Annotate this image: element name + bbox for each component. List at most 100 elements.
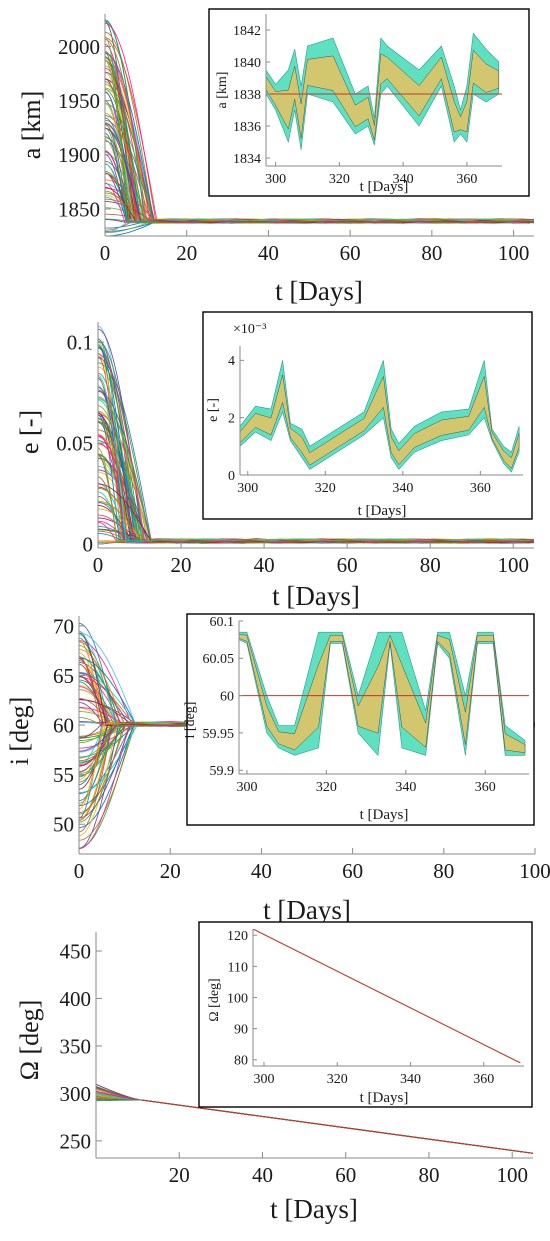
panel-e-inset-band: [240, 360, 523, 475]
panel-omega-trajectory: [96, 1099, 533, 1154]
panel-omega-x-tick-label: 40: [252, 1163, 273, 1187]
panel-i-x-label: t [Days]: [263, 895, 351, 925]
panel-omega-y-tick-label: 300: [60, 1082, 92, 1106]
panel-i-y-tick-label: 65: [53, 664, 74, 688]
panel-i-x-tick-label: 40: [251, 859, 272, 883]
panel-i-inset-x-label: t [Days]: [360, 807, 409, 823]
panel-omega-inset: 300 320 340 360 80 90 100 110 120 t [Days] Ω [de…: [198, 921, 533, 1108]
panel-e-inset-y-tick-label: 4: [228, 354, 235, 369]
panel-e-inset-envelope-core: [240, 374, 520, 469]
panel-i-x-tick-label: 80: [433, 859, 454, 883]
panel-e-y-label: e [-]: [15, 410, 44, 454]
panel-omega-x-label: t [Days]: [270, 1194, 358, 1224]
panel-e-inset-scale-label: ×10⁻³: [233, 322, 266, 337]
panel-a-x-tick-label: 40: [258, 241, 279, 265]
panel-a-inset-y-tick-label: 1838: [233, 88, 261, 103]
panel-omega-trajectory: [96, 1098, 533, 1154]
panel-i-x-tick-label: 0: [74, 859, 85, 883]
panel-i-ticks: 0 20 40 60 80 100 50 55 60 65 70: [53, 614, 550, 883]
panel-omega-inset-x-label: t [Days]: [360, 1090, 409, 1106]
panel-e-y-tick-label: 0.1: [67, 331, 93, 355]
panel-i-inset-x-tick-label: 340: [395, 780, 416, 795]
panel-omega-inset-line: [253, 929, 521, 1064]
panel-omega-x-tick-label: 100: [496, 1163, 528, 1187]
panel-i-inset-y-tick-label: 60: [220, 690, 234, 705]
panel-a-y-tick-label: 1850: [58, 197, 100, 221]
panel-e-y-tick-label: 0.05: [56, 431, 93, 455]
panel-raan: 20 40 60 80 100 250 300 350 400 450 t [Days] Ω [d…: [15, 921, 533, 1224]
panel-e-inset-x-tick-label: 320: [315, 481, 336, 496]
panel-a-x-tick-label: 80: [421, 241, 442, 265]
panel-omega-ticks: 20 40 60 80 100 250 300 350 400 450: [60, 939, 528, 1187]
panel-a-y-tick-label: 1900: [58, 143, 100, 167]
panel-a-y-tick-label: 1950: [58, 89, 100, 113]
panel-e-inset-x-tick-label: 360: [470, 481, 491, 496]
panel-i-inset-band: [239, 631, 529, 757]
panel-a-inset-ticks: 300 320 340 360 1834 1836 1838 1840 1842: [233, 24, 477, 187]
panel-e-x-tick-label: 60: [337, 553, 358, 577]
panel-e-inset-ticks: 300 320 340 360 0 2 4: [228, 354, 491, 496]
panel-i-x-tick-label: 20: [160, 859, 181, 883]
panel-e-inset: 300 320 340 360 0 2 4 ×10⁻³ t [Days] e [-]: [202, 311, 533, 520]
panel-i-y-label: i [deg]: [5, 697, 34, 766]
panel-omega-inset-trend-line: [253, 929, 521, 1064]
panel-omega-trajectory: [96, 1099, 533, 1154]
panel-a-x-tick-label: 60: [340, 241, 361, 265]
panel-omega-y-label: Ω [deg]: [15, 1000, 44, 1081]
panel-omega-trajectory: [96, 1090, 533, 1154]
panel-e-y-tick-label: 0: [83, 532, 94, 556]
panel-i-x-tick-label: 60: [342, 859, 363, 883]
panel-e-inset-x-tick-label: 300: [237, 481, 258, 496]
panel-a-ticks: 0 20 40 60 80 100 1850 1900 1950 2000: [58, 35, 529, 265]
panel-omega-inset-frame: [198, 921, 533, 1108]
panel-e-inset-envelope-outer: [240, 360, 520, 473]
panel-e-x-tick-label: 20: [171, 553, 192, 577]
panel-omega-inset-ticks: 300 320 340 360 80 90 100 110 120: [227, 929, 494, 1087]
panel-omega-inset-y-tick-label: 120: [227, 929, 248, 944]
panel-i-inset: 300 320 340 360 59.9 59.95 60 60.05 60.1 t [Days…: [183, 613, 535, 826]
panel-i-y-tick-label: 70: [53, 614, 74, 638]
panel-semi-major-axis: 0 20 40 60 80 100 1850 1900 1950 2000 t [Days] a …: [17, 8, 534, 306]
panel-a-inset-x-label: t [Days]: [360, 179, 409, 195]
panel-i-x-tick-label: 100: [519, 859, 550, 883]
panel-e-inset-x-label: t [Days]: [358, 503, 407, 519]
panel-omega-inset-x-tick-label: 300: [253, 1072, 274, 1087]
panel-omega-inset-y-tick-label: 100: [227, 991, 248, 1006]
panel-i-inset-y-label: i [deg]: [183, 702, 198, 739]
panel-a-x-tick-label: 20: [176, 241, 197, 265]
panel-a-inset-y-label: a [km]: [215, 72, 230, 109]
panel-e-trajectory: [98, 447, 530, 543]
panel-e-inset-y-label: e [-]: [206, 398, 221, 422]
panel-e-inset-y-tick-label: 0: [228, 469, 235, 484]
panel-i-inset-envelope-core: [239, 634, 526, 753]
panel-omega-y-tick-label: 400: [60, 987, 92, 1011]
panel-e-inset-x-tick-label: 340: [392, 481, 413, 496]
panel-i-inset-y-tick-label: 60.05: [203, 652, 235, 667]
panel-omega-y-tick-label: 450: [60, 939, 92, 963]
panel-e-x-tick-label: 0: [93, 553, 104, 577]
panel-a-y-label: a [km]: [17, 91, 46, 160]
panel-a-inset-x-tick-label: 340: [393, 172, 414, 187]
panel-omega-inset-x-tick-label: 360: [473, 1072, 494, 1087]
panel-a-inset-y-tick-label: 1842: [233, 24, 261, 39]
panel-e-x-tick-label: 80: [420, 553, 441, 577]
panel-i-inset-y-tick-label: 59.95: [203, 727, 235, 742]
panel-e-inset-y-tick-label: 2: [228, 412, 235, 427]
panel-omega-x-tick-label: 80: [418, 1163, 439, 1187]
panel-a-inset-x-tick-label: 360: [456, 172, 477, 187]
panel-i-y-tick-label: 55: [53, 763, 74, 787]
panel-i-inset-y-tick-label: 60.1: [210, 615, 235, 630]
panel-a-inset-x-tick-label: 300: [265, 172, 286, 187]
panel-i-y-tick-label: 60: [53, 713, 74, 737]
panel-i-y-tick-label: 50: [53, 813, 74, 837]
panel-a-inset-y-tick-label: 1834: [233, 152, 261, 167]
panel-e-x-tick-label: 40: [254, 553, 275, 577]
panel-a-inset-x-tick-label: 320: [329, 172, 350, 187]
panel-e-x-tick-label: 100: [497, 553, 529, 577]
panel-a-x-tick-label: 0: [100, 241, 111, 265]
panel-i-inset-y-tick-label: 59.9: [210, 764, 235, 779]
panel-omega-inset-y-tick-label: 110: [228, 960, 248, 975]
